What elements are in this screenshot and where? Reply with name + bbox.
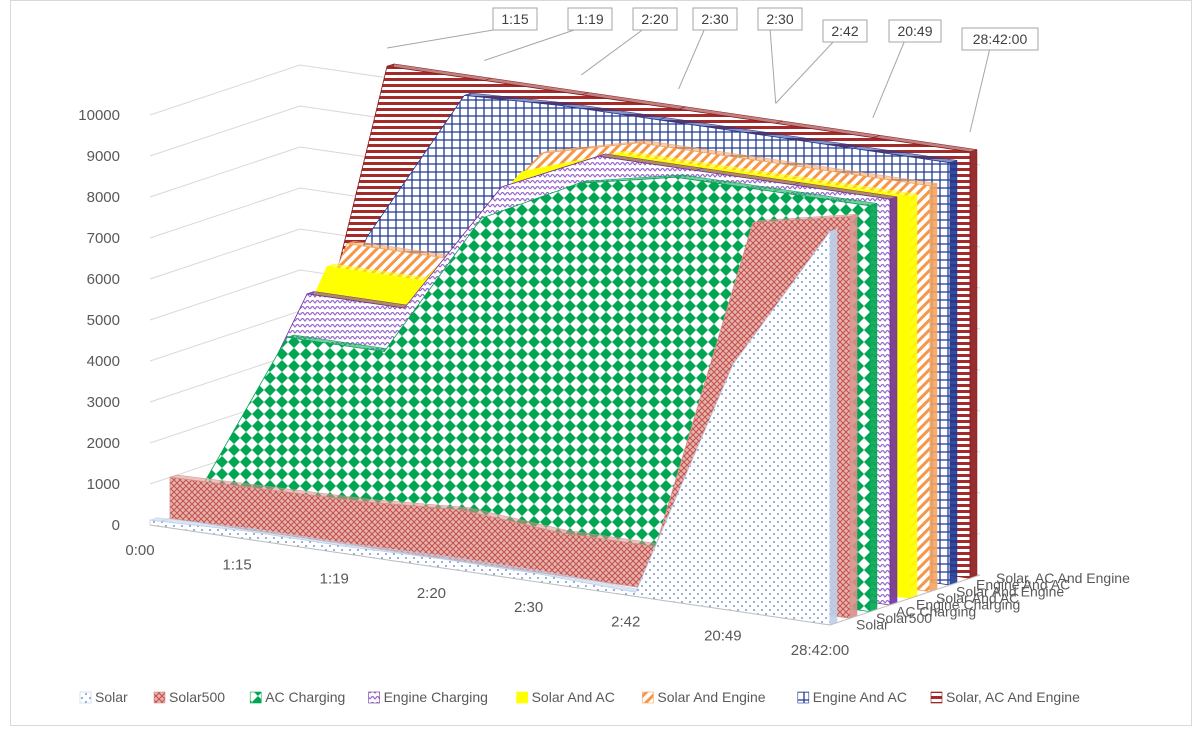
callout-box — [888, 19, 942, 43]
legend-label: Solar500 — [169, 689, 225, 705]
y-tick-label: 4000 — [87, 353, 120, 370]
legend-label: Solar And AC — [532, 689, 615, 705]
callout-label: 1:15 — [501, 11, 528, 27]
axes: 0 1000 2000 3000 4000 5000 6000 7000 8000 9000 100… — [78, 107, 1130, 659]
callout: 2:30 — [757, 7, 803, 104]
x-tick-label: 2:42 — [611, 613, 640, 630]
legend-item: Solar And AC — [516, 689, 615, 705]
callout-leader — [581, 27, 646, 76]
y-tick-label: 5000 — [87, 312, 120, 329]
y-tick-label: 8000 — [87, 189, 120, 206]
callout-label: 2:30 — [701, 11, 728, 27]
callout: 20:49 — [872, 19, 942, 118]
y-tick-label: 0 — [112, 517, 120, 534]
series-axis-label: Solar And Engine — [956, 583, 1064, 599]
y-tick-label: 2000 — [87, 435, 120, 452]
callout-box — [961, 27, 1039, 51]
x-tick-label: 28:42:00 — [791, 642, 849, 659]
series-end-0 — [829, 228, 838, 626]
y-tick-label: 7000 — [87, 230, 120, 247]
series-end-6 — [949, 160, 958, 586]
legend-item: Solar, AC And Engine — [930, 689, 1080, 705]
callout: 2:20 — [581, 7, 678, 76]
legend-swatch — [368, 691, 380, 704]
series-areas — [149, 63, 978, 626]
series-axis-label: Engine Charging — [916, 597, 1020, 613]
y-tick-label: 9000 — [87, 148, 120, 165]
callout-leader — [969, 47, 991, 133]
series-end-4 — [909, 193, 918, 599]
legend-item: Solar500 — [153, 689, 225, 705]
callout-leader — [775, 39, 836, 104]
legend-item: Engine Charging — [368, 689, 488, 705]
legend-label: AC Charging — [265, 689, 345, 705]
y-tick-label: 3000 — [87, 394, 120, 411]
x-tick-label: 20:49 — [704, 628, 742, 645]
callouts: 1:15 1:19 2:20 2:30 2:30 2:42 20:49 28:42:00 — [387, 7, 1039, 133]
callout-leader — [769, 27, 777, 104]
callout-box — [567, 7, 613, 31]
callout-box — [692, 7, 738, 31]
series-0 — [149, 228, 838, 626]
series-axis-label: AC Charging — [896, 603, 976, 619]
x-axis-line — [149, 524, 831, 626]
callout-label: 28:42:00 — [973, 31, 1028, 47]
callout: 1:19 — [484, 7, 613, 61]
x-tick-label: 1:19 — [320, 571, 349, 588]
legend-label: Solar And Engine — [657, 689, 765, 705]
y-tick-label: 1000 — [87, 476, 120, 493]
series-end-7 — [969, 149, 978, 579]
legend-swatch — [797, 691, 810, 704]
callout: 2:30 — [678, 7, 738, 90]
x-tick-label: 2:30 — [514, 599, 543, 616]
callout-leader — [872, 39, 906, 118]
x-tick-label: 0:00 — [125, 542, 154, 559]
x-tick-label: 1:15 — [223, 556, 252, 573]
legend-label: Solar, AC And Engine — [946, 689, 1080, 705]
series-end-3 — [889, 196, 898, 606]
legend-label: Engine Charging — [384, 689, 488, 705]
callout-leader — [387, 27, 506, 49]
callout-label: 1:19 — [576, 11, 603, 27]
callout: 28:42:00 — [961, 27, 1039, 133]
callout-leader — [484, 27, 581, 61]
y-tick-label: 6000 — [87, 271, 120, 288]
legend-item: Engine And AC — [797, 689, 907, 705]
series-end-1 — [849, 213, 858, 619]
legend-swatch — [249, 691, 262, 704]
series-axis-label: Solar — [856, 617, 889, 633]
legend-item: AC Charging — [249, 689, 345, 705]
callout-box — [822, 19, 868, 43]
legend-swatch — [516, 691, 528, 704]
callout-label: 2:20 — [641, 11, 668, 27]
callout: 1:15 — [387, 7, 538, 49]
callout-label: 2:30 — [766, 11, 793, 27]
callout-box — [632, 7, 678, 31]
series-end-2 — [869, 203, 878, 613]
legend-swatch — [79, 691, 92, 704]
legend-label: Engine And AC — [813, 689, 907, 705]
callout-label: 20:49 — [897, 23, 932, 39]
callout-box — [757, 7, 803, 31]
depth-axis-line — [829, 574, 981, 626]
series-axis-label: Solar, AC And Engine — [996, 570, 1130, 586]
x-tick-label: 2:20 — [417, 585, 446, 602]
callout-leader — [678, 27, 706, 90]
legend-swatch — [642, 691, 654, 704]
callout: 2:42 — [775, 19, 868, 104]
legend-swatch — [153, 691, 166, 704]
legend-label: Solar — [95, 689, 128, 705]
series-axis-label: Solar And AC — [936, 590, 1019, 606]
legend-swatch — [930, 691, 943, 704]
legend-item: Solar — [79, 689, 128, 705]
callout-label: 2:42 — [831, 23, 858, 39]
legend: Solar Solar500 AC Charging Engine Charging S… — [79, 689, 1080, 705]
callout-box — [492, 7, 538, 31]
legend-item: Solar And Engine — [642, 689, 766, 705]
y-tick-label: 10000 — [78, 107, 120, 124]
series-end-5 — [929, 183, 938, 593]
series-axis-label: Solar500 — [876, 610, 932, 626]
series-axis-label: Engine And AC — [976, 577, 1070, 593]
